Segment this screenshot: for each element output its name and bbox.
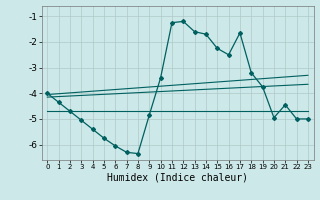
X-axis label: Humidex (Indice chaleur): Humidex (Indice chaleur)	[107, 173, 248, 183]
